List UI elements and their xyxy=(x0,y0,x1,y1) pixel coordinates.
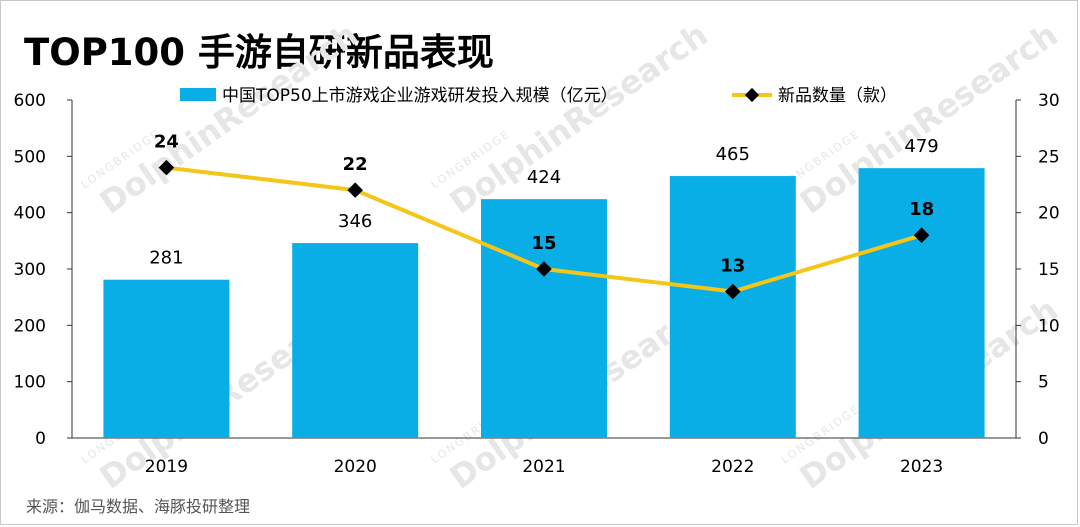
line-point xyxy=(347,182,363,198)
x-tick-label: 2021 xyxy=(522,457,565,477)
x-tick-label: 2019 xyxy=(145,457,188,477)
axes: 0 100 200 300 400 500 600 0 5 10 15 20 25 30 2019 2020 2… xyxy=(14,91,1060,477)
line-series xyxy=(158,159,930,300)
right-tick-label: 5 xyxy=(1038,373,1049,393)
bar xyxy=(858,168,985,438)
right-tick-label: 20 xyxy=(1038,204,1060,224)
right-tick-label: 10 xyxy=(1038,316,1060,336)
legend-swatch-bar xyxy=(180,88,216,101)
x-tick-label: 2022 xyxy=(711,457,754,477)
x-tick-label: 2020 xyxy=(334,457,377,477)
bar-value-label: 281 xyxy=(149,248,183,269)
left-tick-label: 500 xyxy=(14,147,46,167)
legend-marker xyxy=(744,87,760,103)
right-tick-label: 15 xyxy=(1038,260,1060,280)
bar xyxy=(481,199,607,438)
right-tick-label: 0 xyxy=(1038,429,1049,449)
x-tick-label: 2023 xyxy=(900,457,943,477)
legend: 中国TOP50上市游戏企业游戏研发投入规模（亿元） 新品数量（款） xyxy=(180,86,897,106)
line-value-label: 24 xyxy=(154,132,179,153)
bar-value-label: 465 xyxy=(716,144,750,165)
bar xyxy=(103,279,230,438)
line-value-label: 13 xyxy=(720,256,745,277)
line-value-label: 22 xyxy=(343,154,368,175)
line-point xyxy=(913,227,930,243)
left-tick-label: 600 xyxy=(14,91,46,111)
bar-value-label: 424 xyxy=(527,167,561,188)
data-labels: 281 346 424 465 479 24 22 15 13 18 xyxy=(149,132,939,277)
right-tick-label: 30 xyxy=(1038,91,1060,111)
left-tick-label: 400 xyxy=(14,204,46,224)
source-note: 来源：伽马数据、海豚投研整理 xyxy=(26,497,251,516)
right-tick-label: 25 xyxy=(1038,147,1060,167)
chart-title: TOP100 手游自研新品表现 xyxy=(24,31,494,74)
bar-value-label: 479 xyxy=(904,136,938,157)
line-value-label: 15 xyxy=(531,233,556,254)
left-tick-label: 300 xyxy=(14,260,46,280)
left-tick-label: 0 xyxy=(35,429,46,449)
left-tick-label: 100 xyxy=(14,373,46,393)
bar-value-label: 346 xyxy=(338,211,372,232)
bar xyxy=(669,176,796,439)
legend-label-bar: 中国TOP50上市游戏企业游戏研发投入规模（亿元） xyxy=(222,86,618,106)
bar-series xyxy=(103,168,985,439)
bar xyxy=(292,243,419,438)
line-point xyxy=(158,159,175,176)
legend-label-line: 新品数量（款） xyxy=(778,86,897,106)
line-value-label: 18 xyxy=(909,199,934,220)
left-tick-label: 200 xyxy=(14,316,46,336)
watermark-text: DolphinResearch xyxy=(93,15,365,221)
